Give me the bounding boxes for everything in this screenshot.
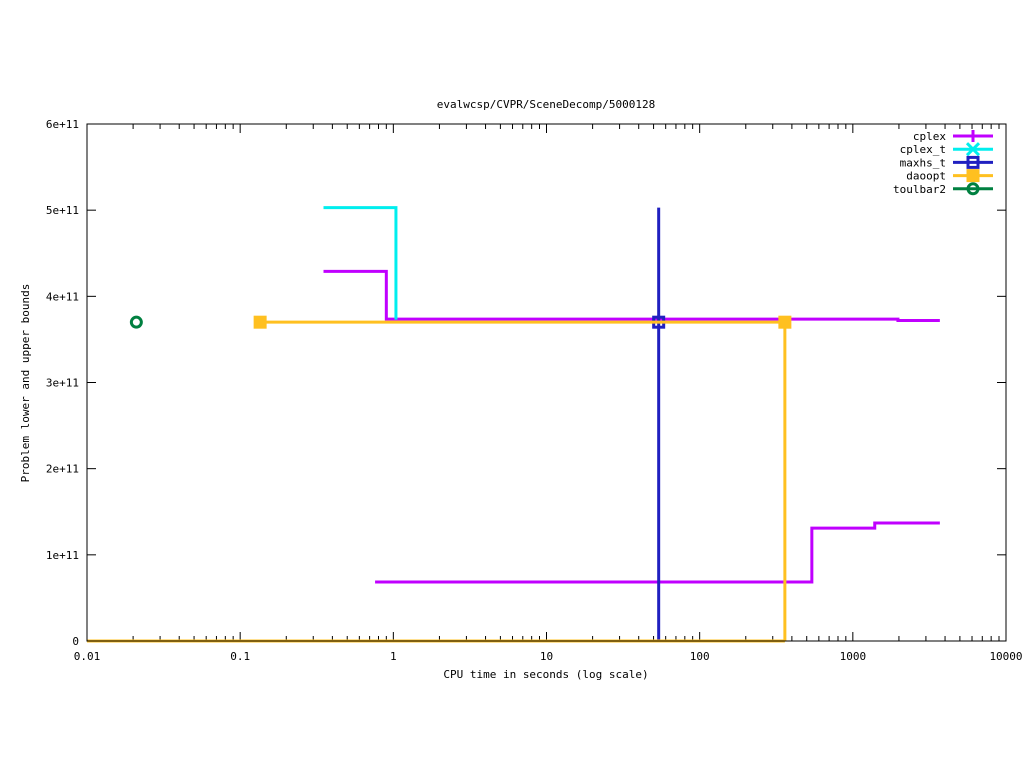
y-tick-label: 2e+11: [46, 463, 79, 476]
x-axis-label: CPU time in seconds (log scale): [443, 668, 648, 681]
x-tick-label: 100: [690, 650, 710, 663]
y-tick-label: 5e+11: [46, 204, 79, 217]
legend-marker-icon: [966, 155, 980, 169]
y-tick-label: 3e+11: [46, 377, 79, 390]
series-cplex-t: [323, 206, 398, 320]
cplex-line: [375, 521, 940, 584]
daoopt-point: [778, 315, 792, 329]
cplex-t-line: [323, 206, 398, 320]
legend-marker-icon: [965, 142, 981, 157]
y-tick-label: 0: [72, 635, 79, 648]
toulbar2-point: [129, 315, 143, 329]
x-tick-label: 1000: [840, 650, 867, 663]
y-tick-label: 4e+11: [46, 290, 79, 303]
y-axis-label: Problem lower and upper bounds: [19, 284, 32, 483]
x-tick-label: 1: [390, 650, 397, 663]
legend-label: cplex_t: [900, 143, 946, 156]
series-toulbar2: [129, 315, 143, 329]
y-tick-label: 1e+11: [46, 549, 79, 562]
legend-marker-icon: [967, 130, 979, 142]
x-tick-label: 0.1: [230, 650, 250, 663]
legend-marker-icon: [966, 182, 980, 196]
chart-title: evalwcsp/CVPR/SceneDecomp/5000128: [437, 98, 656, 111]
plot-frame: [86, 123, 1007, 642]
legend-label: daoopt: [906, 170, 946, 183]
y-tick-label: 6e+11: [46, 118, 79, 131]
cplex-line: [323, 269, 940, 322]
legend-label: maxhs_t: [900, 156, 946, 169]
daoopt-point: [253, 315, 267, 329]
series-daoopt: [87, 315, 792, 643]
legend-label: cplex: [913, 130, 946, 143]
x-tick-label: 10000: [989, 650, 1022, 663]
series-maxhs-t: [652, 207, 666, 641]
x-tick-label: 0.01: [74, 650, 101, 663]
daoopt-line: [260, 320, 787, 641]
axis-ticks: 0.01 0.1 1 10 100 1000 10000 0 1e+11 2e+11 3e+11 4e…: [46, 118, 1023, 663]
legend-marker-icon: [966, 169, 980, 183]
x-tick-label: 10: [540, 650, 553, 663]
series-layer: [87, 206, 940, 643]
legend-label: toulbar2: [893, 183, 946, 196]
series-cplex: [323, 269, 940, 584]
